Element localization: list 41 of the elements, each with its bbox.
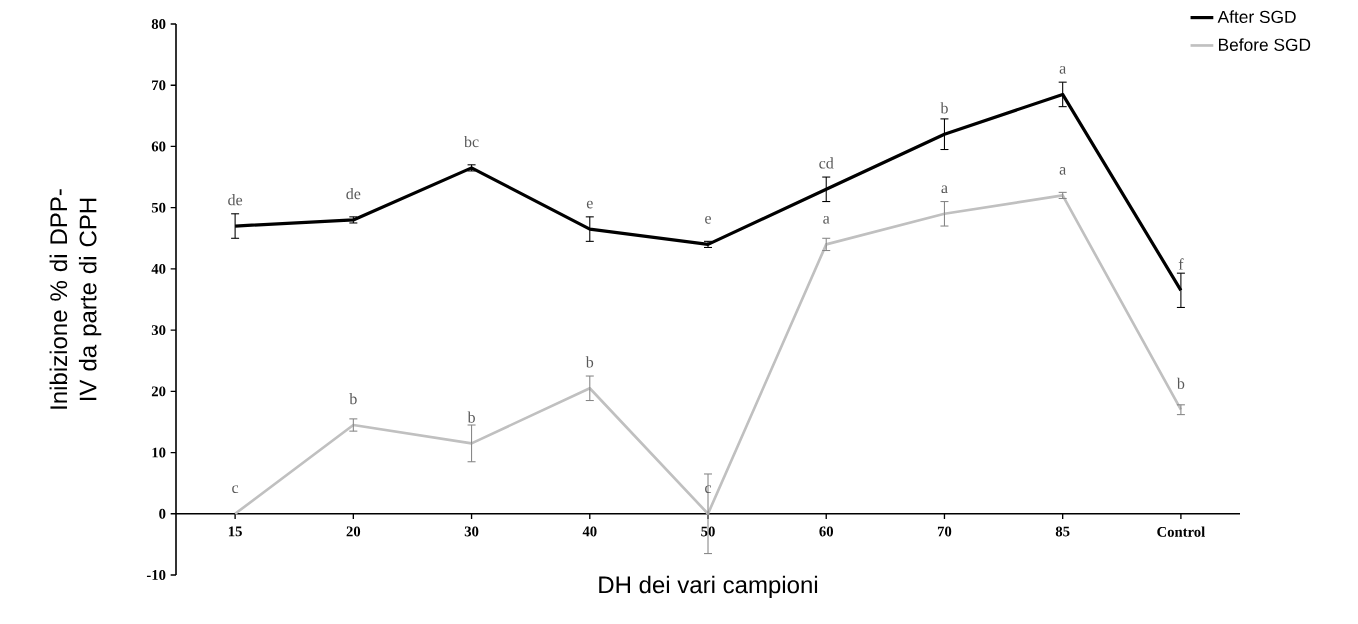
annotation: a (823, 216, 830, 224)
x-tick-label: 60 (819, 526, 834, 537)
annotation: de (228, 194, 243, 206)
y-tick-label: 30 (151, 325, 166, 336)
annotation: a (1059, 167, 1066, 175)
x-tick-label: 15 (228, 526, 242, 537)
legend-label: Before SGD (1219, 38, 1311, 51)
annotation: c (232, 485, 239, 494)
annotation: b (940, 102, 948, 114)
annotation: b (585, 356, 594, 368)
annotation: e (586, 200, 593, 209)
y-tick-label: 70 (152, 80, 166, 91)
y-tick-label: 60 (151, 141, 166, 152)
y-tick-label: -10 (146, 570, 166, 580)
y-axis-title: Inibizione % di DPP-IV da parte di CPH (49, 189, 102, 409)
y-tick-label: 10 (152, 447, 166, 458)
x-tick-label: 85 (1055, 526, 1070, 537)
x-axis-title: DH dei vari campioni (599, 575, 818, 599)
annotation: e (705, 216, 711, 224)
x-tick-label: 50 (701, 526, 715, 537)
annotation: bc (464, 135, 479, 148)
x-tick-label: 30 (464, 526, 479, 537)
y-tick-label: 40 (151, 263, 166, 274)
annotation: a (941, 185, 948, 194)
y-tick-label: 80 (151, 19, 166, 29)
x-tick-label: 70 (937, 526, 952, 537)
annotation: cd (819, 157, 834, 169)
annotation: b (1176, 377, 1185, 389)
y-tick-label: 20 (151, 386, 166, 397)
annotation: a (1059, 66, 1066, 74)
annotation: de (346, 187, 361, 200)
x-tick-label: 40 (582, 526, 597, 537)
annotation: b (349, 393, 357, 405)
y-tick-label: 0 (159, 508, 166, 519)
annotation: c (705, 485, 712, 494)
annotation: b (467, 411, 475, 423)
legend-label: After SGD (1217, 10, 1296, 24)
y-tick-label: 50 (151, 202, 166, 213)
annotation: f (1178, 258, 1184, 270)
x-tick-label: 20 (346, 526, 361, 537)
x-tick-label: Control (1157, 526, 1205, 537)
